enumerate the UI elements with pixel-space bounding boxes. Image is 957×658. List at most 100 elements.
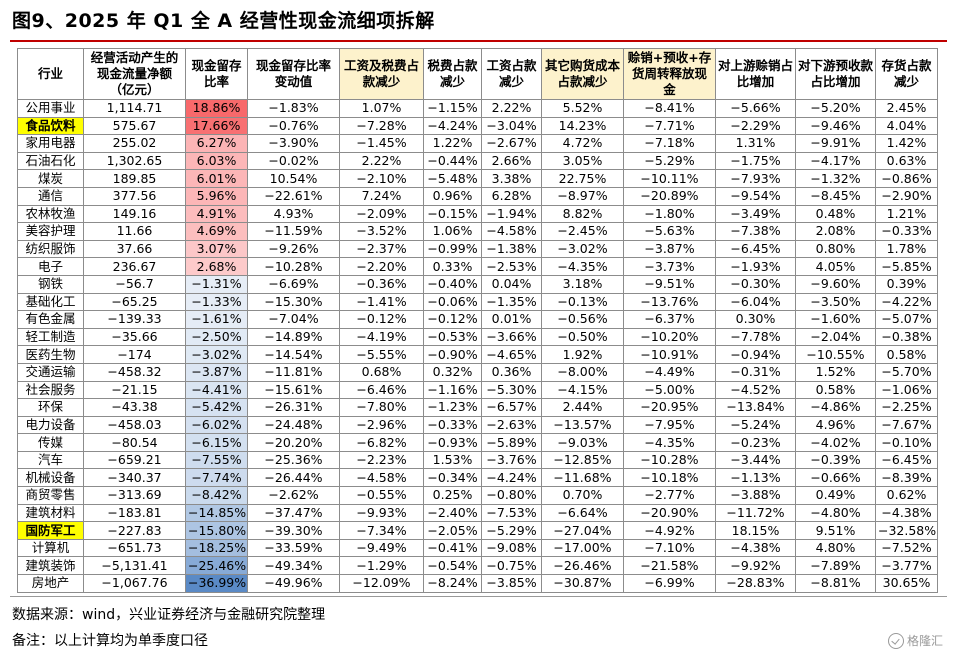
retention-cell: −3.87%: [185, 362, 248, 382]
table-cell: −1.60%: [795, 310, 876, 329]
table-row: 商贸零售 −313.69 −8.42% −2.62% −0.55% 0.25% −0.80%…: [17, 486, 938, 505]
table-cell: 0.80%: [795, 239, 876, 259]
table-cell: −1.83%: [247, 99, 340, 118]
retention-cell: −7.74%: [185, 468, 248, 488]
table-cell: −43.38: [83, 398, 186, 417]
table-cell: 0.48%: [795, 204, 876, 224]
table-cell: −0.06%: [423, 292, 482, 312]
retention-cell: 6.01%: [185, 169, 248, 188]
column-header: 其它购货成本占款减少: [541, 48, 624, 100]
table-cell: 1.21%: [875, 204, 938, 224]
table-cell: −0.66%: [795, 468, 876, 488]
table-cell: −56.7: [83, 274, 186, 294]
table-cell: −7.67%: [875, 415, 938, 435]
table-cell: −1.35%: [481, 292, 542, 312]
retention-cell: −8.42%: [185, 486, 248, 505]
table-cell: 4.72%: [541, 134, 624, 153]
table-cell: 9.51%: [795, 521, 876, 540]
table-cell: −2.09%: [339, 204, 424, 224]
table-body: 公用事业 1,114.71 18.86% −1.83% 1.07% −1.15% 2.22%…: [17, 99, 938, 593]
table-cell: −5.66%: [715, 99, 796, 118]
table-cell: 377.56: [83, 186, 186, 206]
table-cell: −0.53%: [423, 327, 482, 347]
table-cell: −35.66: [83, 327, 186, 347]
table-cell: −9.91%: [795, 134, 876, 153]
table-cell: −0.55%: [339, 486, 424, 505]
table-cell: −11.72%: [715, 503, 796, 523]
table-cell: −0.12%: [423, 310, 482, 329]
table-cell: −0.33%: [875, 222, 938, 241]
table-cell: −2.23%: [339, 450, 424, 470]
table-cell: −0.93%: [423, 433, 482, 452]
table-cell: 1.31%: [715, 134, 796, 153]
table-cell: −8.39%: [875, 468, 938, 488]
table-cell: 37.66: [83, 239, 186, 259]
table-cell: −20.90%: [623, 503, 716, 523]
table-cell: −5.48%: [423, 169, 482, 188]
industry-name: 家用电器: [17, 134, 84, 153]
table-cell: 3.38%: [481, 169, 542, 188]
table-row: 公用事业 1,114.71 18.86% −1.83% 1.07% −1.15% 2.22%…: [17, 99, 938, 118]
table-cell: −10.18%: [623, 468, 716, 488]
table-cell: −4.24%: [423, 116, 482, 136]
table-cell: −14.89%: [247, 327, 340, 347]
table-cell: 1,114.71: [83, 99, 186, 118]
industry-name: 计算机: [17, 538, 84, 558]
table-cell: 0.36%: [481, 362, 542, 382]
table-cell: −5.24%: [715, 415, 796, 435]
industry-name: 钢铁: [17, 274, 84, 294]
table-cell: −5.63%: [623, 222, 716, 241]
table-cell: −5.85%: [875, 257, 938, 276]
table-row: 医药生物 −174 −3.02% −14.54% −5.55% −0.90% −4.65% 1…: [17, 345, 938, 364]
retention-cell: 5.96%: [185, 186, 248, 206]
table-cell: −5.20%: [795, 99, 876, 118]
table-row: 美容护理 11.66 4.69% −11.59% −3.52% 1.06% −4.58% −2…: [17, 222, 938, 241]
industry-name: 有色金属: [17, 310, 84, 329]
table-cell: 7.24%: [339, 186, 424, 206]
table-row: 纺织服饰 37.66 3.07% −9.26% −2.37% −0.99% −1.38% −3…: [17, 239, 938, 259]
table-cell: −2.77%: [623, 486, 716, 505]
table-cell: 1.92%: [541, 345, 624, 364]
table-cell: −1.23%: [423, 398, 482, 417]
table-cell: 0.68%: [339, 362, 424, 382]
table-cell: −6.04%: [715, 292, 796, 312]
table-cell: −13.76%: [623, 292, 716, 312]
table-cell: −4.15%: [541, 380, 624, 400]
table-cell: −6.69%: [247, 274, 340, 294]
table-cell: 255.02: [83, 134, 186, 153]
table-cell: −49.96%: [247, 574, 340, 593]
table-row: 建筑装饰 −5,131.41 −25.46% −49.34% −1.29% −0.54% −…: [17, 556, 938, 576]
table-row: 交通运输 −458.32 −3.87% −11.81% 0.68% 0.32% 0.36% −…: [17, 362, 938, 382]
table-row: 国防军工 −227.83 −15.80% −39.30% −7.34% −2.05% −5.…: [17, 521, 938, 540]
table-cell: −9.92%: [715, 556, 796, 576]
table-cell: −7.52%: [875, 538, 938, 558]
table-cell: −6.64%: [541, 503, 624, 523]
table-cell: −22.61%: [247, 186, 340, 206]
table-cell: −1.41%: [339, 292, 424, 312]
table-cell: −3.44%: [715, 450, 796, 470]
table-cell: −15.61%: [247, 380, 340, 400]
table-cell: −0.30%: [715, 274, 796, 294]
table-cell: 1,302.65: [83, 151, 186, 171]
column-header: 税费占款减少: [423, 48, 482, 100]
table-cell: −7.53%: [481, 503, 542, 523]
retention-cell: 18.86%: [185, 99, 248, 118]
industry-name: 石油石化: [17, 151, 84, 171]
table-cell: −0.23%: [715, 433, 796, 452]
table-cell: −3.77%: [875, 556, 938, 576]
table-cell: −6.45%: [875, 450, 938, 470]
industry-name: 汽车: [17, 450, 84, 470]
table-cell: −21.58%: [623, 556, 716, 576]
table-cell: −8.00%: [541, 362, 624, 382]
table-cell: −0.38%: [875, 327, 938, 347]
retention-cell: −6.02%: [185, 415, 248, 435]
table-cell: −7.80%: [339, 398, 424, 417]
table-cell: −5.55%: [339, 345, 424, 364]
table-cell: −9.46%: [795, 116, 876, 136]
table-cell: −2.05%: [423, 521, 482, 540]
table-cell: −3.76%: [481, 450, 542, 470]
retention-cell: 4.91%: [185, 204, 248, 224]
table-row: 家用电器 255.02 6.27% −3.90% −1.45% 1.22% −2.67% 4.…: [17, 134, 938, 153]
table-cell: 0.70%: [541, 486, 624, 505]
column-header: 现金留存比率: [185, 48, 248, 100]
